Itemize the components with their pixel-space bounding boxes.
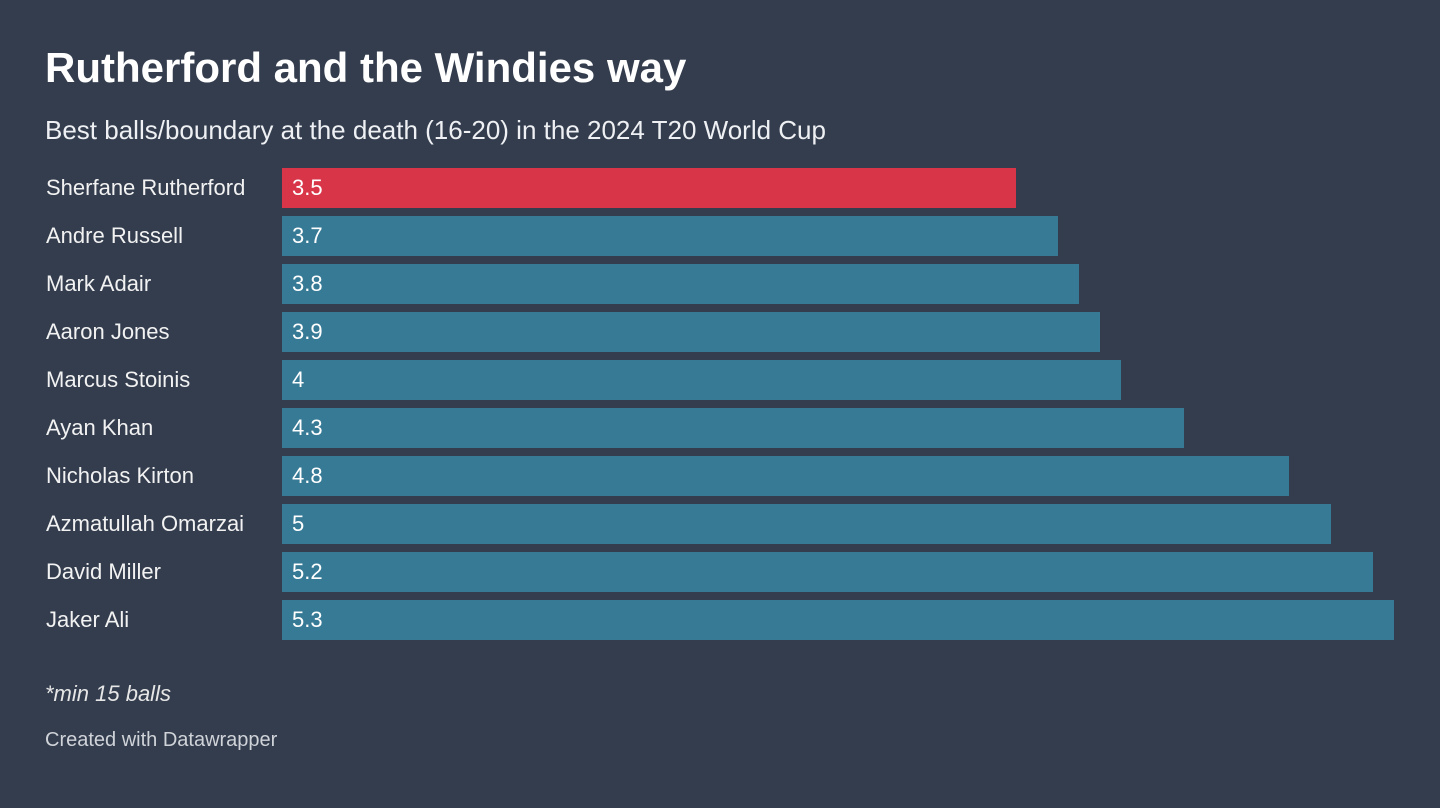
value-label: 4.3: [292, 415, 323, 440]
value-label: 3.7: [292, 223, 323, 248]
bar: 4.3: [282, 408, 1185, 448]
category-label: Jaker Ali: [46, 607, 130, 632]
chart-title: Rutherford and the Windies way: [45, 44, 687, 91]
bar: 3.7: [282, 216, 1059, 256]
bar: 3.5: [282, 168, 1017, 208]
value-label: 4: [292, 367, 305, 392]
category-label: Azmatullah Omarzai: [46, 511, 245, 536]
bar-row: Andre Russell 3.7: [0, 216, 1440, 256]
bar-row: Mark Adair 3.8: [0, 264, 1440, 304]
credit-line: Created with Datawrapper: [45, 729, 278, 751]
category-label: Mark Adair: [46, 271, 152, 296]
bar-row: Jaker Ali 5.3: [0, 600, 1440, 640]
bar-row: David Miller 5.2: [0, 552, 1440, 592]
category-label: David Miller: [46, 559, 161, 584]
bar: 5.2: [282, 552, 1374, 592]
category-label: Ayan Khan: [46, 415, 154, 440]
bar-row: Ayan Khan 4.3: [0, 408, 1440, 448]
category-label: Nicholas Kirton: [46, 463, 194, 488]
category-label: Sherfane Rutherford: [46, 175, 246, 200]
bar-row: Azmatullah Omarzai 5: [0, 504, 1440, 544]
bar: 5.3: [282, 600, 1394, 640]
value-label: 3.9: [292, 319, 323, 344]
category-label: Marcus Stoinis: [46, 367, 191, 392]
value-label: 5.3: [292, 607, 323, 632]
chart-subtitle: Best balls/boundary at the death (16-20)…: [45, 115, 826, 145]
category-label: Aaron Jones: [46, 319, 170, 344]
bar-row: Sherfane Rutherford 3.5: [0, 168, 1440, 208]
bar-row: Nicholas Kirton 4.8: [0, 456, 1440, 496]
bar: 4.8: [282, 456, 1290, 496]
bar: 4: [282, 360, 1122, 400]
bar: 5: [282, 504, 1332, 544]
bar-row: Marcus Stoinis 4: [0, 360, 1440, 400]
bar-row: Aaron Jones 3.9: [0, 312, 1440, 352]
footnote: *min 15 balls: [45, 681, 171, 706]
value-label: 3.8: [292, 271, 323, 296]
category-label: Andre Russell: [46, 223, 183, 248]
value-label: 3.5: [292, 175, 323, 200]
value-label: 5: [292, 511, 305, 536]
value-label: 5.2: [292, 559, 323, 584]
bar: 3.9: [282, 312, 1101, 352]
value-label: 4.8: [292, 463, 323, 488]
bar: 3.8: [282, 264, 1080, 304]
